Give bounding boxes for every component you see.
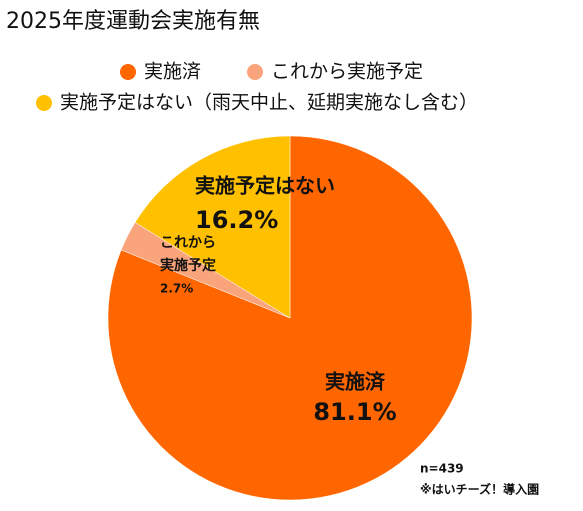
legend-label: 実施済 — [144, 61, 201, 83]
slice-label: 実施済 — [325, 370, 386, 394]
legend-marker — [120, 64, 136, 80]
legend-marker — [247, 64, 263, 80]
data-label: 2.7% — [160, 282, 193, 296]
legend-label: これから実施予定 — [271, 61, 423, 83]
slice-label: 実施予定 — [160, 257, 216, 274]
note: n=439 — [420, 462, 464, 476]
data-label: 81.1% — [313, 398, 396, 426]
chart-title: 2025年度運動会実施有無 — [6, 9, 260, 34]
pie-slice — [134, 135, 291, 319]
legend-marker — [36, 95, 52, 111]
data-label: 16.2% — [195, 206, 278, 234]
legend-label: 実施予定はない（雨天中止、延期実施なし含む） — [60, 92, 478, 114]
slice-label: 実施予定はない — [195, 174, 335, 198]
note: ※はいチーズ！導入園 — [420, 482, 539, 497]
slice-label: これから — [160, 235, 216, 251]
